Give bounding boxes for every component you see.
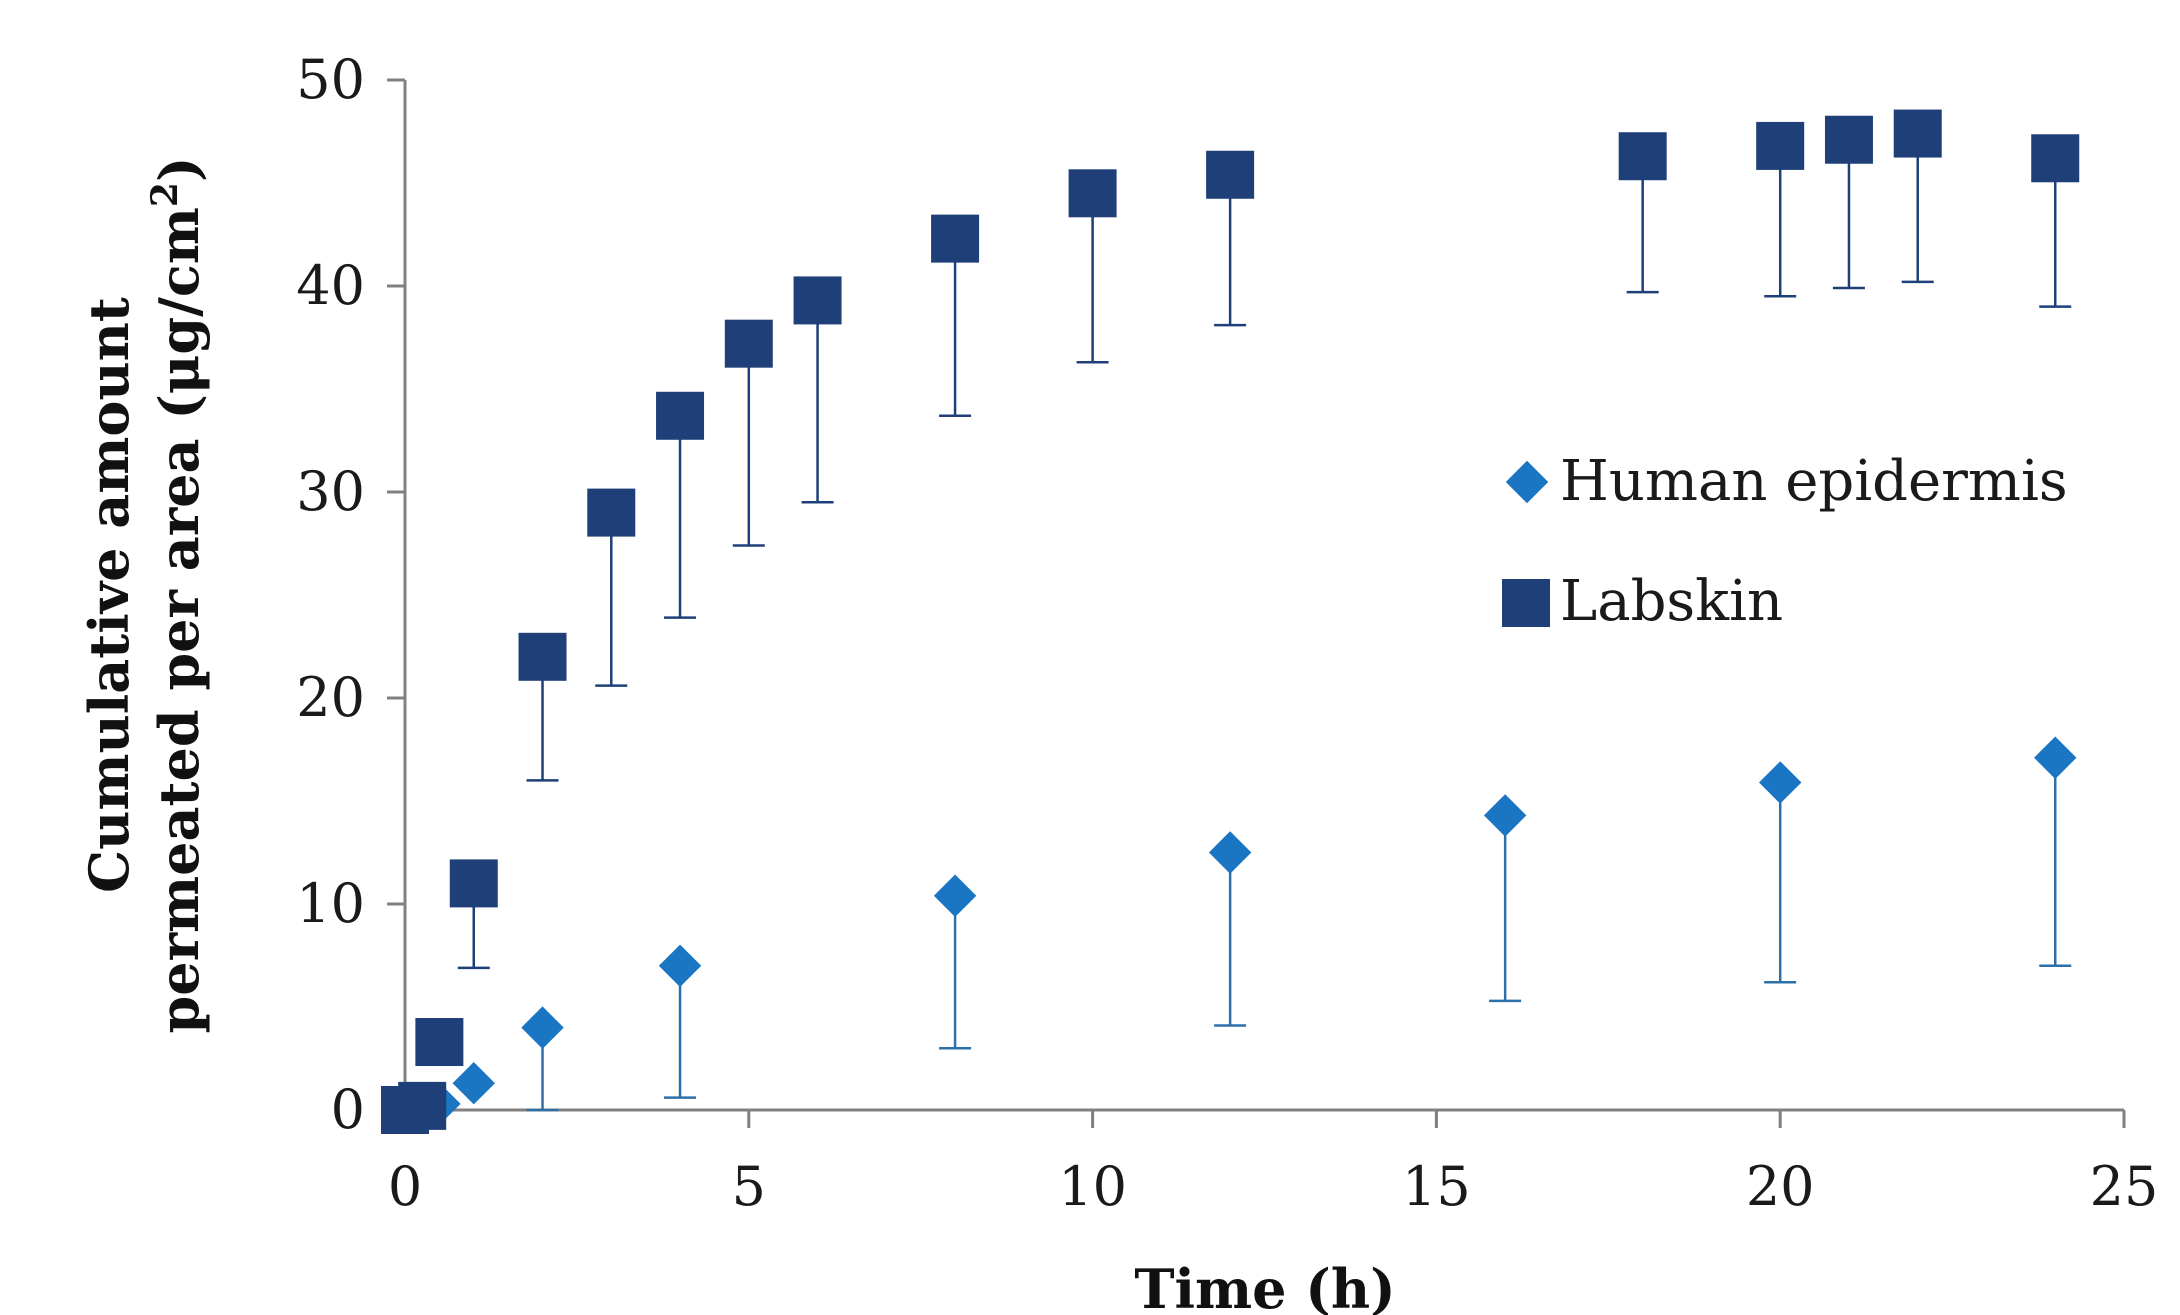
x-axis-title: Time (h) — [1134, 1257, 1395, 1315]
y-axis-title-superscript: 2 — [144, 182, 186, 207]
legend-label-human-epidermis: Human epidermis — [1560, 449, 2068, 514]
data-point-square — [518, 632, 567, 681]
legend: Human epidermis Labskin — [1502, 449, 2068, 634]
legend-diamond-marker — [1505, 460, 1549, 504]
y-tick-label: 0 — [331, 1078, 365, 1141]
series-layer — [381, 109, 2080, 1134]
x-tick-label: 25 — [2090, 1155, 2159, 1218]
legend-item-human-epidermis: Human epidermis — [1505, 449, 2068, 514]
y-axis-title-line2-suffix: ) — [147, 156, 211, 182]
data-point-square — [449, 859, 498, 908]
data-point-diamond — [1208, 831, 1252, 874]
legend-square-marker — [1502, 579, 1550, 627]
series-labskin — [381, 109, 2080, 1134]
y-axis-title-line2-prefix: permeated per area (μg/cm — [147, 207, 211, 1033]
data-point-square — [398, 1081, 447, 1130]
x-ticks: 0 5 10 15 20 25 — [388, 1110, 2159, 1218]
data-point-diamond — [1758, 761, 1802, 804]
series-human-epidermis — [383, 736, 2077, 1132]
data-point-square — [2031, 134, 2080, 183]
y-tick-label: 30 — [296, 460, 365, 523]
y-ticks: 0 10 20 30 40 50 — [296, 48, 405, 1141]
data-point-square — [1206, 150, 1255, 199]
y-axis-title-line1: Cumulative amount — [77, 297, 141, 893]
plot-area: 0 5 10 15 20 25 0 10 20 30 40 50 — [296, 48, 2158, 1218]
y-tick-label: 40 — [296, 254, 365, 317]
x-tick-label: 0 — [388, 1155, 422, 1218]
y-axis-title-line2: permeated per area (μg/cm2) — [144, 156, 211, 1033]
data-point-square — [415, 1018, 464, 1067]
data-point-diamond — [658, 944, 702, 988]
legend-item-labskin: Labskin — [1502, 569, 1783, 634]
data-point-square — [1068, 169, 1117, 218]
data-point-square — [1756, 121, 1805, 170]
data-point-square — [793, 276, 842, 325]
y-axis-title: Cumulative amount permeated per area (μg… — [77, 156, 211, 1033]
data-point-square — [931, 214, 980, 263]
y-tick-label: 50 — [296, 48, 365, 111]
data-point-diamond — [2034, 736, 2077, 779]
data-point-square — [724, 319, 773, 368]
legend-label-labskin: Labskin — [1560, 569, 1783, 634]
data-point-diamond — [933, 874, 977, 917]
y-tick-label: 10 — [296, 872, 365, 935]
x-tick-label: 20 — [1746, 1155, 1815, 1218]
data-point-diamond — [1483, 794, 1527, 837]
data-point-square — [587, 488, 636, 537]
data-point-diamond — [521, 1006, 564, 1049]
x-tick-label: 5 — [732, 1155, 766, 1218]
x-tick-label: 15 — [1402, 1155, 1471, 1218]
data-point-square — [1893, 109, 1942, 158]
data-point-square — [656, 391, 705, 440]
y-tick-label: 20 — [296, 666, 365, 729]
data-point-diamond — [452, 1062, 495, 1105]
data-point-square — [1824, 115, 1873, 164]
data-point-square — [1618, 132, 1667, 181]
x-tick-label: 10 — [1058, 1155, 1127, 1218]
